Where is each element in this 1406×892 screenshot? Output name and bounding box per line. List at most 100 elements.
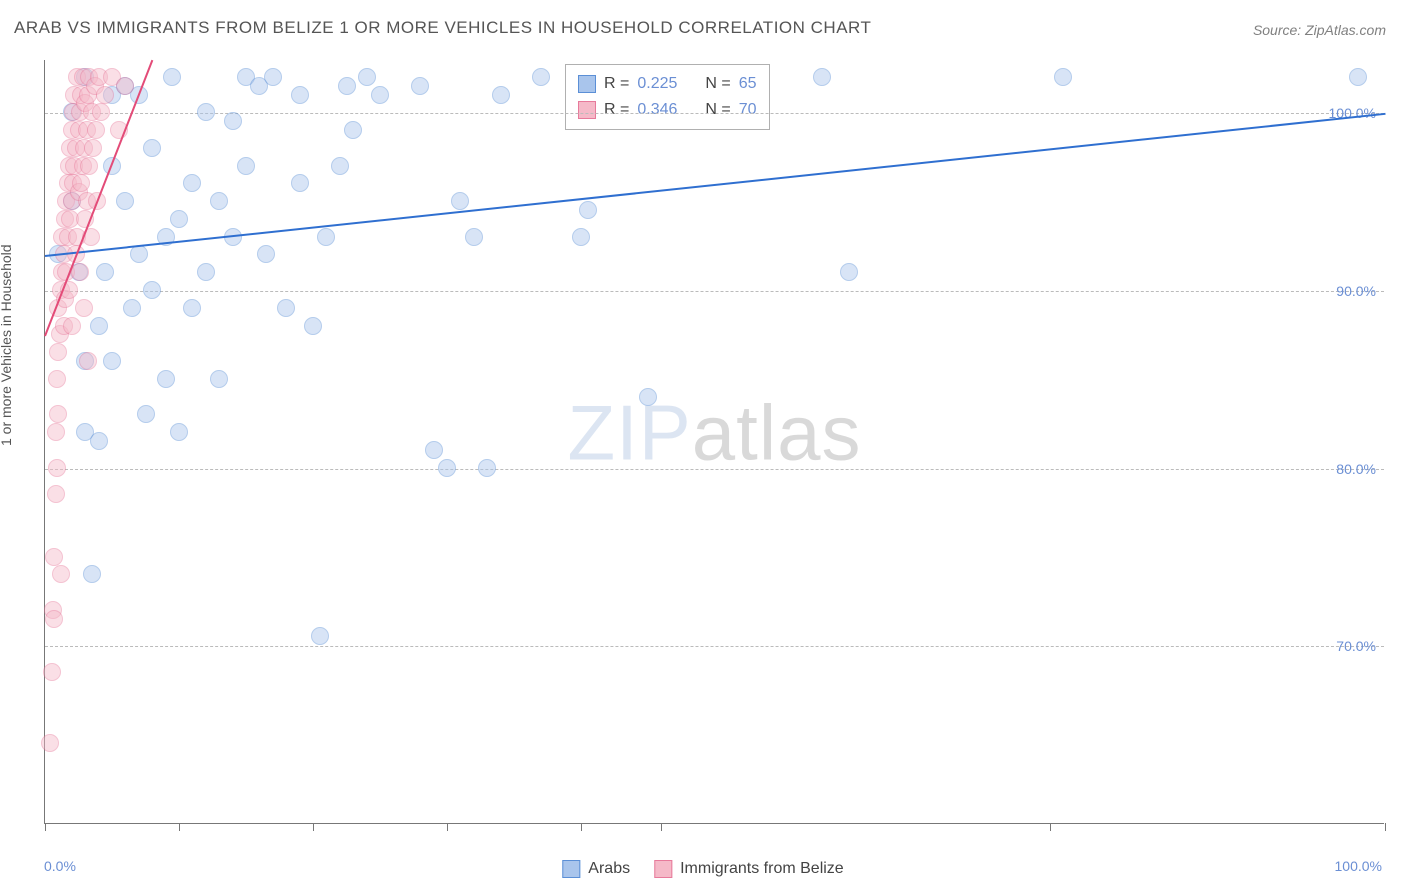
- legend-row: R =0.346N =70: [578, 97, 757, 123]
- data-point: [237, 157, 255, 175]
- y-axis-title: 1 or more Vehicles in Household: [0, 244, 14, 446]
- legend-r-label: R =: [604, 101, 629, 119]
- data-point: [210, 192, 228, 210]
- data-point: [317, 228, 335, 246]
- data-point: [840, 263, 858, 281]
- data-point: [47, 485, 65, 503]
- legend-swatch: [578, 101, 596, 119]
- legend-r-label: R =: [604, 75, 629, 93]
- data-point: [183, 299, 201, 317]
- x-tick: [1385, 823, 1386, 831]
- data-point: [90, 432, 108, 450]
- data-point: [277, 299, 295, 317]
- data-point: [84, 139, 102, 157]
- data-point: [90, 317, 108, 335]
- legend-label: Arabs: [588, 860, 630, 878]
- data-point: [257, 245, 275, 263]
- legend-r-value: 0.225: [637, 75, 677, 93]
- data-point: [331, 157, 349, 175]
- x-tick: [447, 823, 448, 831]
- data-point: [311, 627, 329, 645]
- data-point: [291, 86, 309, 104]
- data-point: [49, 343, 67, 361]
- data-point: [79, 352, 97, 370]
- y-tick-label: 80.0%: [1336, 461, 1376, 477]
- data-point: [45, 548, 63, 566]
- data-point: [639, 388, 657, 406]
- legend-item: Immigrants from Belize: [654, 860, 844, 878]
- x-tick: [581, 823, 582, 831]
- data-point: [52, 565, 70, 583]
- y-tick-label: 70.0%: [1336, 638, 1376, 654]
- data-point: [264, 68, 282, 86]
- data-point: [71, 263, 89, 281]
- data-point: [43, 663, 61, 681]
- x-tick: [45, 823, 46, 831]
- x-tick: [1050, 823, 1051, 831]
- series-legend: Arabs Immigrants from Belize: [562, 860, 843, 878]
- data-point: [157, 370, 175, 388]
- legend-swatch: [654, 860, 672, 878]
- x-tick: [313, 823, 314, 831]
- data-point: [183, 174, 201, 192]
- data-point: [45, 610, 63, 628]
- data-point: [210, 370, 228, 388]
- data-point: [572, 228, 590, 246]
- data-point: [48, 370, 66, 388]
- data-point: [49, 405, 67, 423]
- legend-swatch: [578, 75, 596, 93]
- legend-n-label: N =: [705, 75, 730, 93]
- data-point: [87, 121, 105, 139]
- watermark-part-a: ZIP: [567, 388, 691, 476]
- data-point: [478, 459, 496, 477]
- data-point: [291, 174, 309, 192]
- data-point: [224, 112, 242, 130]
- data-point: [116, 77, 134, 95]
- gridline: [45, 469, 1384, 470]
- data-point: [41, 734, 59, 752]
- data-point: [48, 459, 66, 477]
- legend-row: R = 0.225 N = 65: [578, 71, 757, 97]
- correlation-legend: R = 0.225 N = 65 R =0.346N =70: [565, 64, 770, 130]
- x-axis-max-label: 100.0%: [1335, 858, 1382, 874]
- data-point: [1054, 68, 1072, 86]
- data-point: [72, 174, 90, 192]
- data-point: [80, 157, 98, 175]
- data-point: [75, 299, 93, 317]
- data-point: [451, 192, 469, 210]
- chart-source: Source: ZipAtlas.com: [1253, 22, 1386, 38]
- y-tick-label: 90.0%: [1336, 283, 1376, 299]
- data-point: [197, 103, 215, 121]
- data-point: [1349, 68, 1367, 86]
- data-point: [813, 68, 831, 86]
- data-point: [123, 299, 141, 317]
- data-point: [47, 423, 65, 441]
- data-point: [197, 263, 215, 281]
- data-point: [411, 77, 429, 95]
- data-point: [438, 459, 456, 477]
- trend-line: [45, 113, 1385, 257]
- watermark-part-b: atlas: [692, 388, 862, 476]
- data-point: [304, 317, 322, 335]
- legend-n-label: N =: [705, 101, 730, 119]
- chart-title: ARAB VS IMMIGRANTS FROM BELIZE 1 OR MORE…: [14, 18, 871, 38]
- data-point: [96, 86, 114, 104]
- data-point: [358, 68, 376, 86]
- data-point: [170, 210, 188, 228]
- data-point: [163, 68, 181, 86]
- legend-label: Immigrants from Belize: [680, 860, 844, 878]
- legend-n-value: 65: [739, 75, 757, 93]
- gridline: [45, 646, 1384, 647]
- data-point: [579, 201, 597, 219]
- data-point: [96, 263, 114, 281]
- data-point: [371, 86, 389, 104]
- data-point: [532, 68, 550, 86]
- data-point: [170, 423, 188, 441]
- x-tick: [661, 823, 662, 831]
- data-point: [92, 103, 110, 121]
- gridline: [45, 113, 1384, 114]
- data-point: [143, 281, 161, 299]
- data-point: [103, 352, 121, 370]
- data-point: [143, 139, 161, 157]
- scatter-plot-area: ZIPatlas R = 0.225 N = 65 R =0.346N =70 70.0…: [44, 60, 1384, 824]
